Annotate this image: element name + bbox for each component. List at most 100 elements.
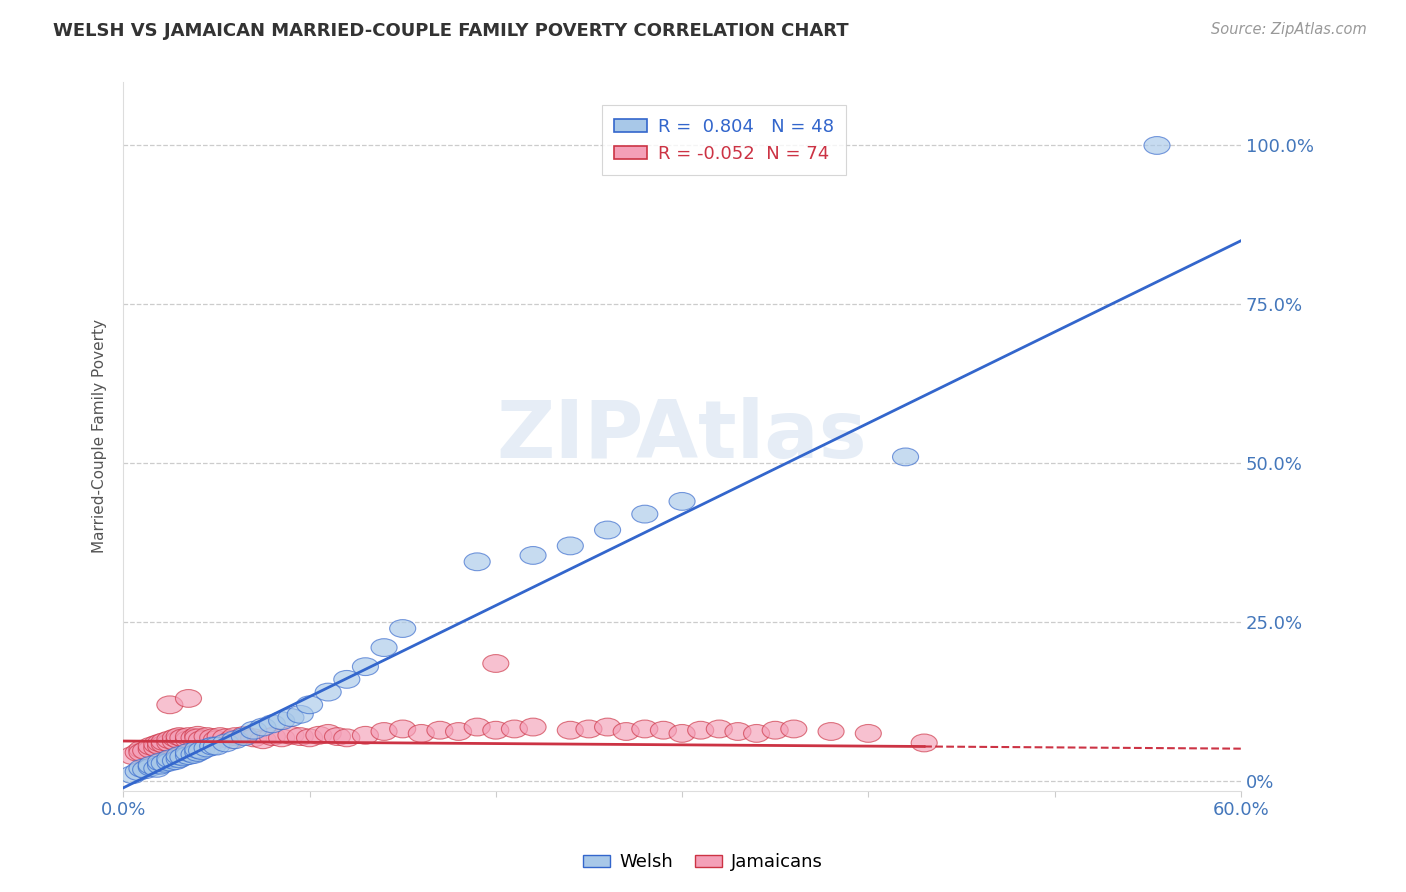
Ellipse shape [371,639,396,657]
Ellipse shape [157,731,183,748]
Ellipse shape [212,734,239,752]
Ellipse shape [333,671,360,689]
Ellipse shape [166,750,193,768]
Ellipse shape [482,722,509,739]
Ellipse shape [240,729,267,747]
Ellipse shape [557,537,583,555]
Ellipse shape [259,715,285,732]
Ellipse shape [520,547,546,565]
Ellipse shape [157,734,183,752]
Ellipse shape [315,683,342,701]
Ellipse shape [631,720,658,738]
Ellipse shape [595,718,620,736]
Ellipse shape [520,718,546,736]
Ellipse shape [181,729,207,747]
Ellipse shape [595,521,620,539]
Ellipse shape [427,722,453,739]
Ellipse shape [278,726,304,744]
Ellipse shape [176,744,201,762]
Ellipse shape [725,723,751,740]
Ellipse shape [138,740,165,758]
Ellipse shape [148,734,173,752]
Ellipse shape [132,741,159,759]
Ellipse shape [222,731,247,748]
Text: WELSH VS JAMAICAN MARRIED-COUPLE FAMILY POVERTY CORRELATION CHART: WELSH VS JAMAICAN MARRIED-COUPLE FAMILY … [53,22,849,40]
Ellipse shape [157,750,183,768]
Ellipse shape [818,723,844,740]
Ellipse shape [669,492,695,510]
Ellipse shape [651,722,676,739]
Ellipse shape [170,729,195,747]
Ellipse shape [132,761,159,779]
Ellipse shape [287,706,314,723]
Ellipse shape [762,722,789,739]
Ellipse shape [163,732,188,750]
Ellipse shape [389,620,416,638]
Ellipse shape [240,722,267,739]
Ellipse shape [297,729,322,747]
Ellipse shape [188,731,215,748]
Ellipse shape [669,724,695,742]
Ellipse shape [464,718,491,736]
Ellipse shape [204,731,229,748]
Ellipse shape [166,728,193,746]
Ellipse shape [207,728,233,746]
Ellipse shape [297,696,322,714]
Ellipse shape [143,735,170,753]
Ellipse shape [613,723,640,740]
Ellipse shape [307,726,332,744]
Ellipse shape [163,752,188,770]
Ellipse shape [557,722,583,739]
Ellipse shape [157,753,183,771]
Ellipse shape [194,728,221,746]
Ellipse shape [184,740,211,758]
Ellipse shape [269,729,295,747]
Ellipse shape [184,726,211,744]
Ellipse shape [855,724,882,742]
Ellipse shape [911,734,938,752]
Ellipse shape [250,731,276,748]
Ellipse shape [184,729,211,747]
Y-axis label: Married-Couple Family Poverty: Married-Couple Family Poverty [93,319,107,553]
Ellipse shape [353,726,378,744]
Ellipse shape [181,746,207,764]
Ellipse shape [138,758,165,776]
Ellipse shape [200,737,226,755]
Ellipse shape [125,763,152,780]
Ellipse shape [176,728,201,746]
Ellipse shape [893,448,918,466]
Ellipse shape [315,724,342,742]
Ellipse shape [325,728,350,746]
Ellipse shape [148,737,173,755]
Ellipse shape [744,724,769,742]
Ellipse shape [333,729,360,747]
Ellipse shape [166,747,193,764]
Ellipse shape [157,696,183,714]
Legend: R =  0.804   N = 48, R = -0.052  N = 74: R = 0.804 N = 48, R = -0.052 N = 74 [602,105,846,176]
Ellipse shape [1144,136,1170,154]
Ellipse shape [212,729,239,747]
Ellipse shape [232,728,257,746]
Ellipse shape [464,553,491,571]
Ellipse shape [152,755,177,772]
Ellipse shape [125,744,152,762]
Ellipse shape [218,731,245,748]
Text: Source: ZipAtlas.com: Source: ZipAtlas.com [1211,22,1367,37]
Ellipse shape [232,726,257,744]
Ellipse shape [152,732,177,750]
Ellipse shape [138,756,165,774]
Ellipse shape [502,720,527,738]
Ellipse shape [170,748,195,766]
Ellipse shape [120,747,146,764]
Ellipse shape [143,739,170,757]
Ellipse shape [576,720,602,738]
Ellipse shape [408,724,434,742]
Ellipse shape [780,720,807,738]
Ellipse shape [204,737,229,755]
Ellipse shape [250,718,276,736]
Ellipse shape [188,741,215,759]
Ellipse shape [176,747,201,764]
Ellipse shape [138,737,165,755]
Ellipse shape [129,744,155,762]
Ellipse shape [176,731,201,748]
